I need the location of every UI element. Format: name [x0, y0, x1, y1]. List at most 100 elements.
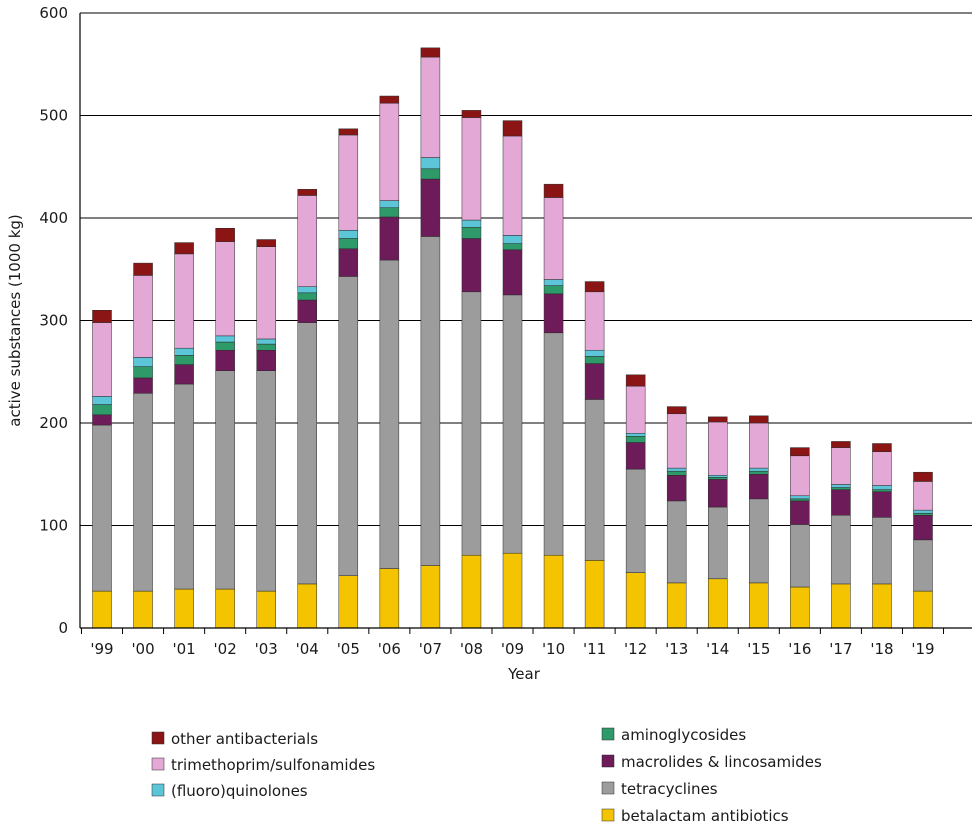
- y-tick-label: 400: [39, 209, 68, 227]
- bar-segment: [790, 447, 810, 457]
- bar-stack-20: [913, 471, 933, 629]
- x-tick-label: '15: [747, 640, 770, 658]
- legend: other antibacterials trimethoprim/sulfona…: [151, 726, 822, 825]
- bar-stack-14: [666, 406, 687, 629]
- bar-segment: [92, 310, 112, 323]
- bar-segment: [666, 582, 687, 629]
- y-tick-label: 200: [39, 414, 68, 432]
- bar-segment: [215, 335, 235, 343]
- legend-label: tetracyclines: [621, 780, 718, 798]
- bar-stack-1: [133, 262, 153, 629]
- bar-segment: [461, 226, 482, 239]
- bar-segment: [420, 47, 441, 58]
- bar-segment: [338, 134, 359, 231]
- legend-swatch: [601, 781, 615, 795]
- x-tick-label: '18: [870, 640, 893, 658]
- bar-segment: [543, 285, 564, 295]
- bar-segment: [420, 168, 441, 180]
- legend-label: betalactam antibiotics: [621, 807, 789, 825]
- bar-segment: [338, 248, 359, 277]
- bar-segment: [831, 441, 851, 448]
- bar-segment: [913, 539, 933, 592]
- bar-segment: [379, 216, 400, 261]
- bar-segment: [502, 249, 523, 296]
- bar-segment: [872, 583, 892, 629]
- bar-segment: [831, 583, 851, 629]
- legend-item: other antibacterials: [151, 730, 318, 748]
- bar-stack-17: [790, 447, 810, 629]
- bar-segment: [174, 253, 194, 349]
- bar-segment: [749, 498, 769, 584]
- y-tick-label: 0: [58, 619, 68, 637]
- bar-segment: [92, 396, 112, 405]
- bar-segment: [831, 487, 851, 490]
- x-tick-label: '07: [419, 640, 442, 658]
- x-tick-label: '11: [583, 640, 606, 658]
- bar-segment: [790, 495, 810, 500]
- bar-segment: [502, 235, 523, 244]
- bar-segment: [502, 120, 523, 137]
- bar-segment: [502, 294, 523, 554]
- legend-swatch: [601, 727, 615, 741]
- bar-stack-4: [256, 239, 276, 629]
- x-tick-labels: '99 '00 '01 '02 '03 '04 '05 '06 '07 '08 '09 '10 '11 '…: [80, 628, 945, 658]
- bar-segment: [790, 498, 810, 502]
- y-axis-title: active substances (1000 kg): [6, 214, 24, 427]
- bar-stack-8: [420, 47, 441, 629]
- bar-segment: [584, 363, 605, 400]
- legend-swatch: [151, 783, 165, 797]
- bar-segment: [420, 178, 441, 237]
- bar-segment: [174, 355, 194, 365]
- x-tick-label: '09: [501, 640, 524, 658]
- bar-stack-19: [872, 443, 892, 629]
- bar-stack-11: [543, 183, 564, 629]
- x-tick-label: '04: [296, 640, 319, 658]
- bar-segment: [749, 422, 769, 469]
- bar-segment: [133, 393, 153, 592]
- bar-segment: [133, 377, 153, 394]
- x-axis-title: Year: [507, 665, 541, 683]
- bar-segment: [256, 246, 276, 340]
- legend-item: macrolides & lincosamides: [601, 753, 822, 771]
- bar-segment: [749, 470, 769, 475]
- x-tick-label: '12: [624, 640, 647, 658]
- bar-segment: [461, 117, 482, 221]
- bar-stack-7: [379, 95, 400, 629]
- bar-segment: [379, 200, 400, 208]
- bar-stack-5: [297, 189, 317, 629]
- bar-segment: [215, 588, 235, 629]
- bar-segment: [461, 110, 482, 118]
- legend-item: aminoglycosides: [601, 726, 746, 744]
- x-tick-label: '10: [542, 640, 565, 658]
- bar-segment: [625, 433, 646, 437]
- bar-segment: [749, 474, 769, 500]
- bar-stack-0: [92, 310, 112, 629]
- bar-stack-15: [708, 416, 728, 629]
- bar-segment: [174, 242, 194, 255]
- bar-segment: [92, 590, 112, 629]
- bar-segment: [913, 471, 933, 482]
- bar-segment: [708, 506, 728, 580]
- bar-segment: [297, 583, 317, 629]
- bar-segment: [420, 157, 441, 170]
- bar-segment: [584, 560, 605, 629]
- bar-segment: [749, 415, 769, 424]
- bar-segment: [625, 468, 646, 573]
- x-tick-label: '00: [131, 640, 154, 658]
- bar-segment: [215, 341, 235, 351]
- legend-swatch: [151, 731, 165, 745]
- bar-segment: [913, 481, 933, 511]
- bar-segment: [133, 275, 153, 358]
- bar-segment: [174, 383, 194, 590]
- x-tick-label: '19: [911, 640, 934, 658]
- bar-segment: [584, 291, 605, 351]
- x-tick-label: '14: [706, 640, 729, 658]
- legend-swatch: [151, 757, 165, 771]
- bar-segment: [584, 399, 605, 561]
- x-tick-label: '03: [255, 640, 278, 658]
- bar-segment: [256, 349, 276, 371]
- bar-segment: [708, 421, 728, 476]
- bar-segment: [872, 489, 892, 492]
- bar-segment: [297, 322, 317, 585]
- bar-segment: [379, 568, 400, 629]
